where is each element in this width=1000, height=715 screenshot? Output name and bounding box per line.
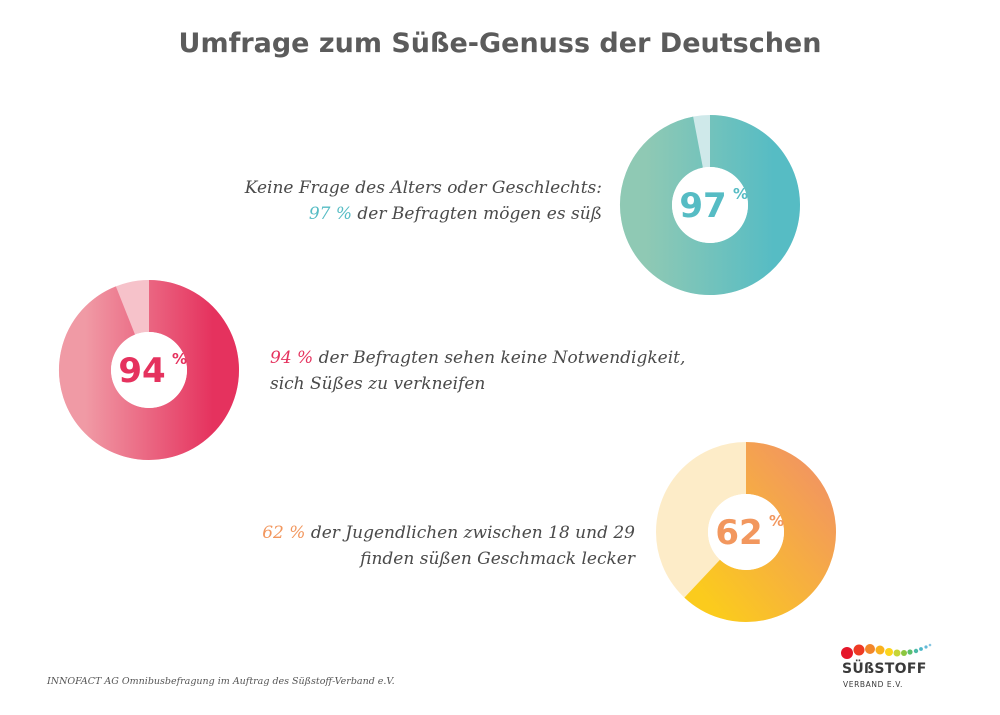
donut-center xyxy=(708,494,784,570)
donut-center xyxy=(672,167,748,243)
caption-line: 94 % der Befragten sehen keine Notwendig… xyxy=(270,345,685,371)
donut-center xyxy=(111,332,187,408)
suessstoff-logo-dots xyxy=(841,643,932,659)
source-footnote: INNOFACT AG Omnibusbefragung im Auftrag … xyxy=(47,676,395,687)
donut-unit-label: % xyxy=(733,185,748,203)
caption-text: der Befragten sehen keine Notwendigkeit, xyxy=(313,348,686,368)
donut-value-label: 97 xyxy=(679,186,726,226)
donut-value-slice xyxy=(59,280,239,460)
caption-line: 97 % der Befragten mögen es süß xyxy=(245,201,602,227)
caption-line: sich Süßes zu verkneifen xyxy=(270,374,486,394)
caption-line: 62 % der Jugendlichen zwischen 18 und 29 xyxy=(262,520,635,546)
donut-unit-label: % xyxy=(172,350,187,368)
caption-text: der Jugendlichen zwischen 18 und 29 xyxy=(305,523,635,543)
caption-highlight: 97 % xyxy=(308,204,353,224)
logo-subtitle: VERBAND E.V. xyxy=(843,680,903,689)
donut-chart-62: 62 % xyxy=(656,442,836,622)
donut-chart-94: 94 % xyxy=(59,280,239,460)
donut-chart-97: 97 % xyxy=(620,115,800,295)
caption-text: der Befragten mögen es süß xyxy=(352,204,602,224)
caption-line: finden süßen Geschmack lecker xyxy=(360,549,635,569)
caption-94: 94 % der Befragten sehen keine Notwendig… xyxy=(270,345,685,397)
caption-highlight: 62 % xyxy=(262,523,306,543)
donut-value-label: 94 xyxy=(118,351,165,391)
donut-value-slice xyxy=(620,115,800,295)
caption-97: Keine Frage des Alters oder Geschlechts:… xyxy=(245,175,602,227)
caption-highlight: 94 % xyxy=(270,348,314,368)
chart-title: Umfrage zum Süße-Genuss der Deutschen xyxy=(178,28,822,59)
caption-line: Keine Frage des Alters oder Geschlechts: xyxy=(244,178,602,198)
logo-wordmark: SÜßSTOFF xyxy=(842,661,927,677)
donut-unit-label: % xyxy=(769,512,784,530)
donut-value-slice xyxy=(684,442,836,622)
donut-value-label: 62 xyxy=(715,513,762,553)
caption-62: 62 % der Jugendlichen zwischen 18 und 29… xyxy=(262,520,635,572)
